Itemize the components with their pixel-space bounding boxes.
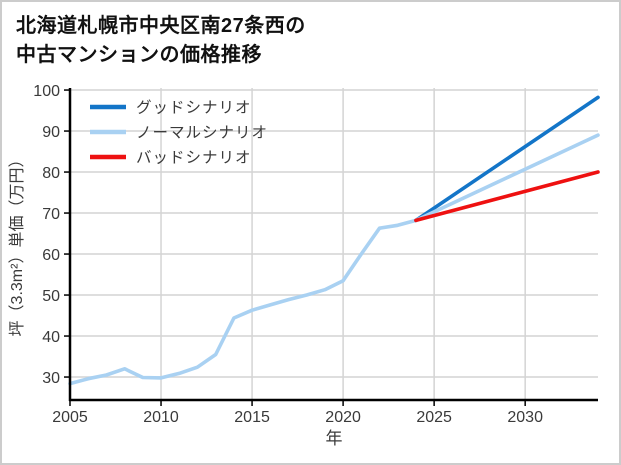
- good-scenario-line: [414, 95, 600, 223]
- normal-scenario-legend-label: ノーマルシナリオ: [136, 125, 268, 142]
- x-tick-label-2030: 2030: [507, 409, 543, 426]
- y-axis-title: 坪（3.3m²）単価（万円）: [8, 152, 26, 337]
- x-tick-label-2025: 2025: [416, 409, 452, 426]
- good-scenario-legend-label: グッドシナリオ: [136, 99, 252, 117]
- y-tick-label-30: 30: [42, 370, 60, 387]
- x-tick-label-2015: 2015: [234, 409, 270, 426]
- bad-scenario-line: [414, 170, 600, 223]
- chart-title-line1: 北海道札幌市中央区南27条西の: [16, 15, 306, 37]
- bad-scenario-legend-label: バッドシナリオ: [136, 150, 252, 167]
- y-tick-label-60: 60: [42, 247, 60, 264]
- y-tick-label-40: 40: [42, 329, 60, 346]
- x-tick-label-2010: 2010: [143, 409, 179, 426]
- y-tick-label-100: 100: [33, 83, 60, 100]
- x-axis-title: 年: [326, 429, 343, 448]
- y-tick-label-90: 90: [42, 124, 60, 141]
- y-tick-label-80: 80: [42, 165, 60, 182]
- history-line: [68, 218, 418, 386]
- chart-title: 北海道札幌市中央区南27条西の 中古マンションの価格推移: [16, 12, 306, 70]
- x-tick-label-2020: 2020: [325, 409, 361, 426]
- x-tick-label-2005: 2005: [52, 409, 88, 426]
- y-tick-label-70: 70: [42, 206, 60, 223]
- chart-title-line2: 中古マンションの価格推移: [16, 44, 262, 66]
- y-tick-label-50: 50: [42, 288, 60, 305]
- normal-scenario-line: [414, 133, 600, 223]
